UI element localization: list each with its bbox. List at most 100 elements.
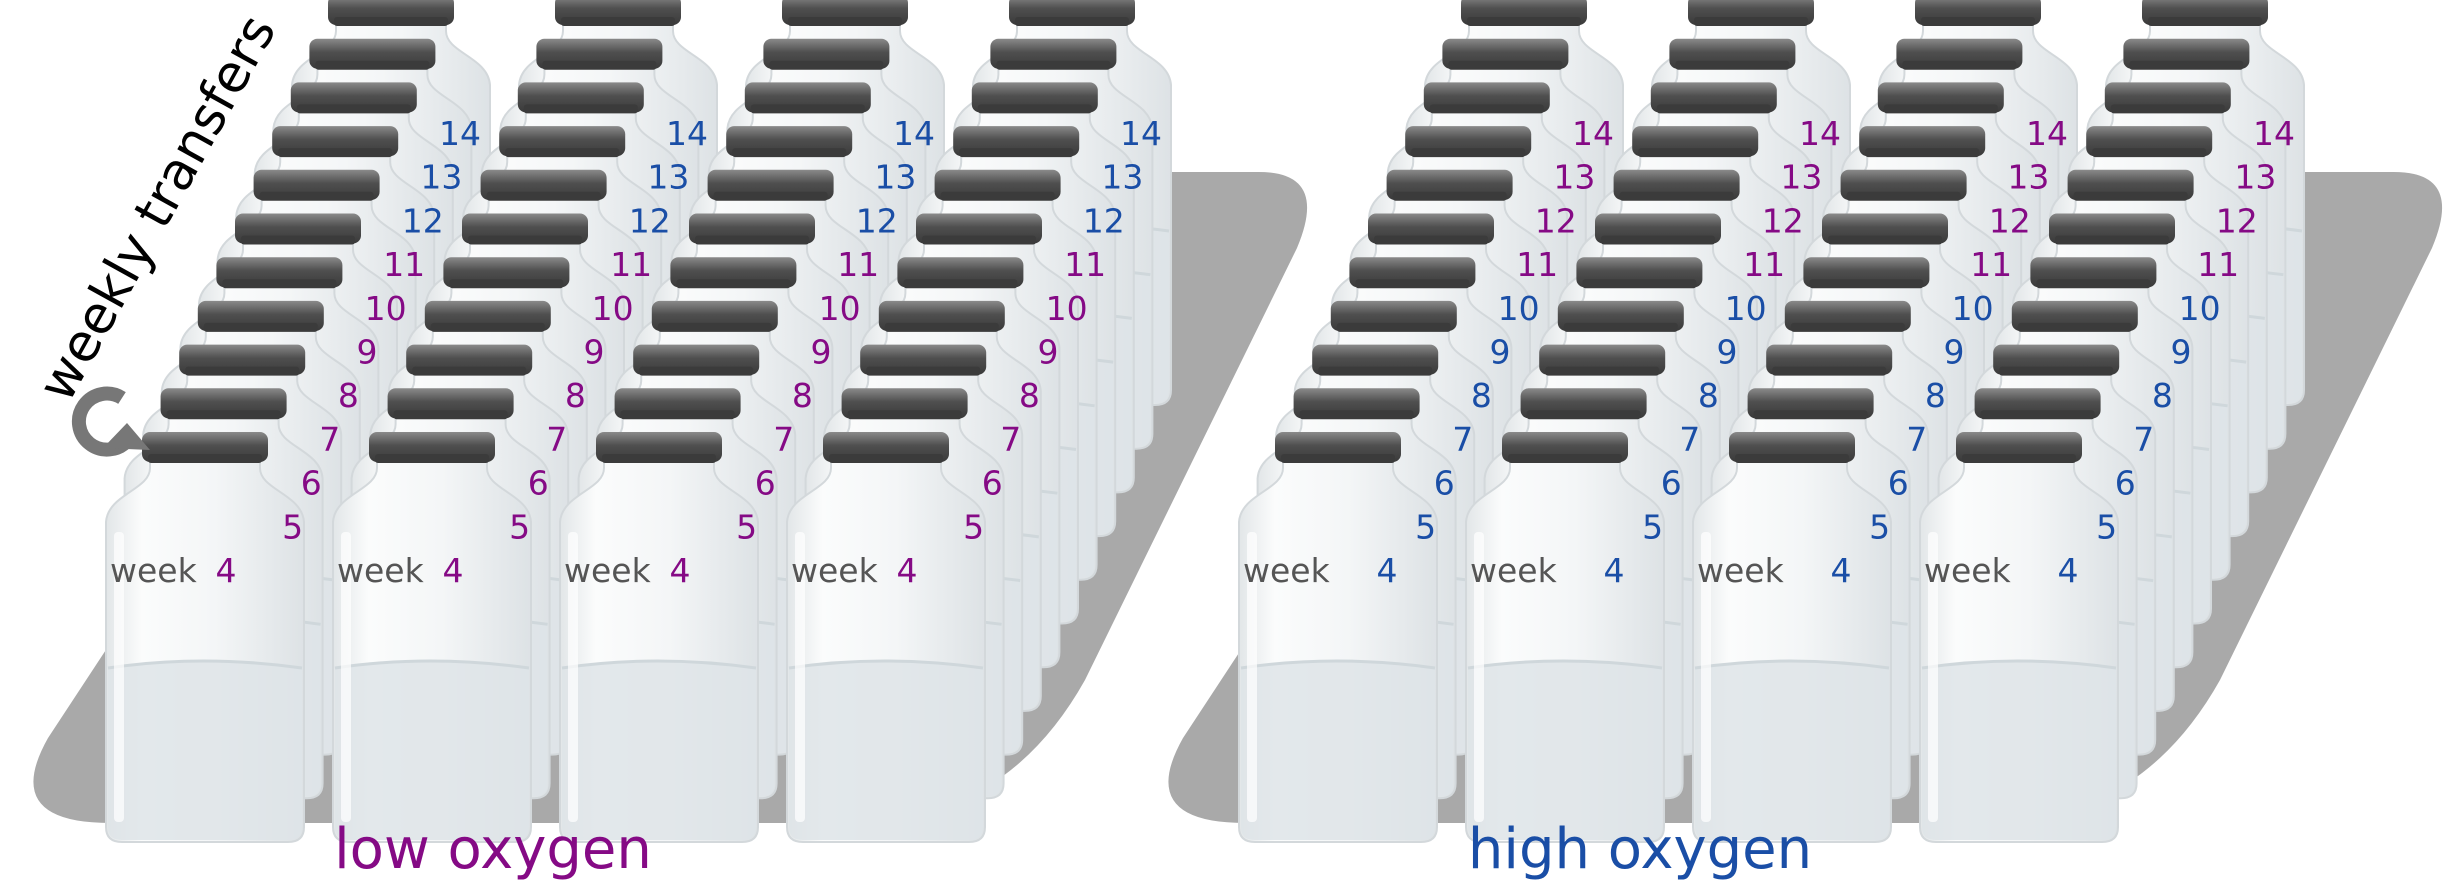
week-number-label: 11 bbox=[610, 245, 652, 284]
week-number-label: 14 bbox=[1799, 114, 1841, 153]
week-number-label: 9 bbox=[1038, 333, 1059, 372]
week-number-label: 4 bbox=[216, 551, 237, 590]
week-word-label: week bbox=[1470, 551, 1558, 590]
week-number-label: 13 bbox=[647, 158, 689, 197]
week-number-label: 12 bbox=[1535, 201, 1577, 240]
week-word-label: week bbox=[1697, 551, 1785, 590]
week-number-label: 8 bbox=[1925, 376, 1946, 415]
week-number-label: 7 bbox=[1452, 420, 1473, 459]
week-number-label: 6 bbox=[982, 464, 1003, 503]
week-number-label: 4 bbox=[1604, 551, 1625, 590]
week-number-label: 9 bbox=[357, 333, 378, 372]
week-word-label: week bbox=[1924, 551, 2012, 590]
week-number-label: 10 bbox=[1046, 289, 1088, 328]
week-number-label: 8 bbox=[565, 376, 586, 415]
week-word-label: week bbox=[337, 551, 425, 590]
week-number-label: 14 bbox=[1120, 114, 1162, 153]
week-number-label: 10 bbox=[2179, 289, 2221, 328]
week-number-label: 12 bbox=[1083, 201, 1125, 240]
week-number-label: 7 bbox=[2133, 420, 2154, 459]
low-oxygen-label: low oxygen bbox=[334, 817, 652, 880]
curved-arrow-icon bbox=[71, 386, 150, 457]
vial bbox=[104, 430, 306, 844]
week-number-label: 6 bbox=[301, 464, 322, 503]
week-number-label: 12 bbox=[1989, 201, 2031, 240]
week-number-label: 8 bbox=[792, 376, 813, 415]
week-number-label: 7 bbox=[1679, 420, 1700, 459]
week-number-label: 8 bbox=[2152, 376, 2173, 415]
week-number-label: 8 bbox=[1019, 376, 1040, 415]
week-number-label: 5 bbox=[509, 507, 530, 546]
week-word-label: week bbox=[564, 551, 652, 590]
week-number-label: 13 bbox=[2234, 158, 2276, 197]
week-number-label: 6 bbox=[1434, 464, 1455, 503]
week-number-label: 9 bbox=[1717, 333, 1738, 372]
week-number-label: 4 bbox=[443, 551, 464, 590]
week-number-label: 9 bbox=[584, 333, 605, 372]
week-number-label: 7 bbox=[319, 420, 340, 459]
vial bbox=[1918, 430, 2120, 844]
week-number-label: 12 bbox=[2216, 201, 2258, 240]
week-number-label: 13 bbox=[1780, 158, 1822, 197]
week-number-label: 12 bbox=[402, 201, 444, 240]
week-number-label: 8 bbox=[338, 376, 359, 415]
week-number-label: 5 bbox=[1869, 507, 1890, 546]
week-number-label: 14 bbox=[439, 114, 481, 153]
week-number-label: 11 bbox=[1743, 245, 1785, 284]
week-number-label: 13 bbox=[1101, 158, 1143, 197]
week-word-label: week bbox=[1243, 551, 1331, 590]
week-word-label: week bbox=[110, 551, 198, 590]
week-number-label: 6 bbox=[1888, 464, 1909, 503]
week-number-label: 11 bbox=[1970, 245, 2012, 284]
week-number-label: 4 bbox=[1831, 551, 1852, 590]
week-word-label: week bbox=[791, 551, 879, 590]
vial bbox=[785, 430, 987, 844]
week-number-label: 7 bbox=[773, 420, 794, 459]
week-number-label: 7 bbox=[1906, 420, 1927, 459]
vial bbox=[1237, 430, 1439, 844]
week-number-label: 12 bbox=[1762, 201, 1804, 240]
week-number-label: 12 bbox=[629, 201, 671, 240]
week-number-label: 4 bbox=[1377, 551, 1398, 590]
week-labels: 4 week 5 6 7 8 9 10 11 12 13 14 4 week 5 6 7 8 9 10 11 12 13 14… bbox=[110, 114, 2295, 590]
week-number-label: 6 bbox=[755, 464, 776, 503]
week-number-label: 11 bbox=[1516, 245, 1558, 284]
week-number-label: 13 bbox=[420, 158, 462, 197]
week-number-label: 6 bbox=[528, 464, 549, 503]
week-number-label: 10 bbox=[1725, 289, 1767, 328]
week-number-label: 11 bbox=[2197, 245, 2239, 284]
week-number-label: 5 bbox=[736, 507, 757, 546]
week-number-label: 14 bbox=[2253, 114, 2295, 153]
week-number-label: 8 bbox=[1471, 376, 1492, 415]
week-number-label: 11 bbox=[1064, 245, 1106, 284]
week-number-label: 9 bbox=[1944, 333, 1965, 372]
week-number-label: 6 bbox=[2115, 464, 2136, 503]
week-number-label: 8 bbox=[1698, 376, 1719, 415]
week-number-label: 10 bbox=[819, 289, 861, 328]
week-number-label: 5 bbox=[1415, 507, 1436, 546]
week-number-label: 4 bbox=[670, 551, 691, 590]
vial bbox=[558, 430, 760, 844]
week-number-label: 10 bbox=[592, 289, 634, 328]
vial bbox=[331, 430, 533, 844]
vial bbox=[1464, 430, 1666, 844]
week-number-label: 7 bbox=[546, 420, 567, 459]
week-number-label: 9 bbox=[811, 333, 832, 372]
week-number-label: 6 bbox=[1661, 464, 1682, 503]
week-number-label: 7 bbox=[1000, 420, 1021, 459]
week-number-label: 14 bbox=[666, 114, 708, 153]
week-number-label: 11 bbox=[383, 245, 425, 284]
week-number-label: 5 bbox=[1642, 507, 1663, 546]
week-number-label: 13 bbox=[2007, 158, 2049, 197]
week-number-label: 14 bbox=[1572, 114, 1614, 153]
high-oxygen-label: high oxygen bbox=[1468, 817, 1812, 880]
week-number-label: 11 bbox=[837, 245, 879, 284]
week-number-label: 4 bbox=[2058, 551, 2079, 590]
vial bbox=[1691, 430, 1893, 844]
week-number-label: 13 bbox=[874, 158, 916, 197]
week-number-label: 10 bbox=[365, 289, 407, 328]
week-number-label: 9 bbox=[2171, 333, 2192, 372]
week-number-label: 12 bbox=[856, 201, 898, 240]
week-number-label: 5 bbox=[2096, 507, 2117, 546]
